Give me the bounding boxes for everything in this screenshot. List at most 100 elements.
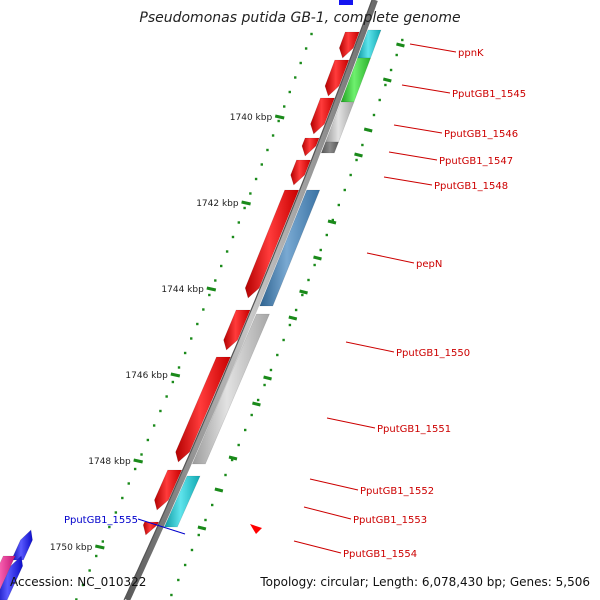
feature-tracks	[0, 0, 382, 600]
label-leader	[388, 151, 438, 161]
scale-label: 1740 kbp	[230, 113, 273, 123]
backbone-ring	[123, 0, 378, 600]
forward-cds-arrow	[175, 356, 231, 463]
minor-tick	[337, 203, 340, 207]
major-tick	[363, 127, 373, 133]
cog-steelblue-block	[259, 189, 321, 307]
scale-label: 1744 kbp	[161, 285, 204, 295]
gene-label: PputGB1_1552	[360, 486, 434, 497]
minor-tick	[170, 593, 173, 597]
minor-tick	[230, 458, 234, 462]
minor-tick	[114, 511, 118, 514]
minor-tick	[211, 503, 214, 507]
forward-cds-arrow	[324, 59, 350, 97]
major-tick	[252, 401, 261, 407]
minor-tick	[197, 533, 200, 537]
minor-tick	[288, 90, 291, 94]
minor-tick	[171, 380, 175, 384]
gene-label: PputGB1_1553	[353, 515, 427, 526]
scale-label: 1748 kbp	[88, 457, 131, 467]
minor-tick	[307, 278, 310, 282]
backbone-line	[124, 0, 378, 600]
gene-label: PputGB1_1551	[377, 424, 451, 435]
forward-cds-arrow	[154, 469, 183, 511]
gene-label: ppnK	[458, 48, 484, 59]
minor-tick	[88, 569, 91, 572]
minor-tick	[283, 105, 286, 108]
forward-cds-fragment	[250, 524, 262, 534]
forward-cds-arrow	[244, 189, 300, 299]
major-tick	[274, 114, 285, 120]
major-tick	[228, 455, 238, 461]
minor-tick	[256, 398, 260, 402]
major-tick	[299, 289, 308, 295]
minor-tick	[250, 413, 253, 417]
minor-tick	[101, 540, 105, 543]
minor-tick	[177, 366, 181, 369]
minor-tick	[224, 473, 227, 477]
major-tick	[327, 219, 337, 225]
minor-tick	[288, 323, 292, 327]
major-tick	[354, 152, 363, 158]
minor-tick	[294, 308, 298, 312]
minor-tick	[355, 158, 358, 162]
gene-label: pepN	[416, 259, 442, 270]
minor-tick	[349, 173, 352, 177]
minor-tick	[146, 438, 150, 442]
minor-tick	[231, 235, 235, 239]
cog-grey-block	[191, 313, 270, 465]
label-leader	[293, 540, 342, 554]
minor-tick	[249, 192, 252, 195]
label-leader	[409, 43, 457, 53]
major-tick	[170, 372, 181, 378]
forward-cds-arrow	[310, 97, 335, 135]
minor-tick	[225, 250, 229, 253]
major-tick	[95, 544, 105, 550]
minor-tick	[237, 443, 240, 447]
cog-pink-block	[0, 555, 16, 591]
scale-ticks	[75, 32, 405, 600]
minor-tick	[237, 221, 241, 224]
major-tick	[133, 458, 143, 464]
minor-tick	[121, 496, 124, 500]
gene-label: PputGB1_1554	[343, 549, 417, 560]
minor-tick	[254, 177, 258, 181]
minor-tick	[401, 38, 404, 42]
label-leader	[366, 252, 415, 264]
gene-label: PputGB1_1545	[452, 89, 526, 100]
minor-tick	[310, 32, 313, 36]
gene-label: PputGB1_1550	[396, 348, 470, 359]
scale-label: 1742 kbp	[196, 199, 239, 209]
reverse-cds-fragment	[339, 0, 353, 5]
minor-tick	[304, 47, 308, 50]
minor-tick	[384, 83, 387, 87]
minor-tick	[108, 525, 111, 529]
minor-tick	[260, 163, 263, 166]
major-tick	[288, 315, 298, 321]
minor-tick	[208, 293, 211, 297]
minor-tick	[372, 113, 376, 117]
label-leader	[326, 417, 376, 429]
minor-tick	[183, 351, 187, 355]
major-tick	[197, 525, 207, 531]
minor-tick	[319, 248, 322, 252]
minor-tick	[325, 233, 328, 237]
forward-cds-arrow	[290, 159, 311, 186]
map-title: Pseudomonas putida GB-1, complete genome	[139, 10, 461, 26]
gene-labels: ppnK PputGB1_1545 PputGB1_1546 PputGB1_1547…	[64, 48, 526, 560]
gene-label: PputGB1_1548	[434, 181, 508, 192]
minor-tick	[95, 554, 98, 558]
minor-tick	[343, 188, 346, 192]
minor-tick	[81, 583, 85, 587]
gene-label: PputGB1_1546	[444, 129, 518, 140]
minor-tick	[378, 98, 381, 102]
major-tick	[206, 286, 217, 292]
reverse-cds-arrow	[0, 555, 24, 600]
minor-tick	[266, 148, 269, 152]
gene-label: PputGB1_1547	[439, 156, 513, 167]
minor-tick	[75, 598, 78, 600]
minor-tick	[282, 338, 285, 342]
major-tick	[396, 42, 405, 48]
label-leader	[137, 518, 186, 535]
